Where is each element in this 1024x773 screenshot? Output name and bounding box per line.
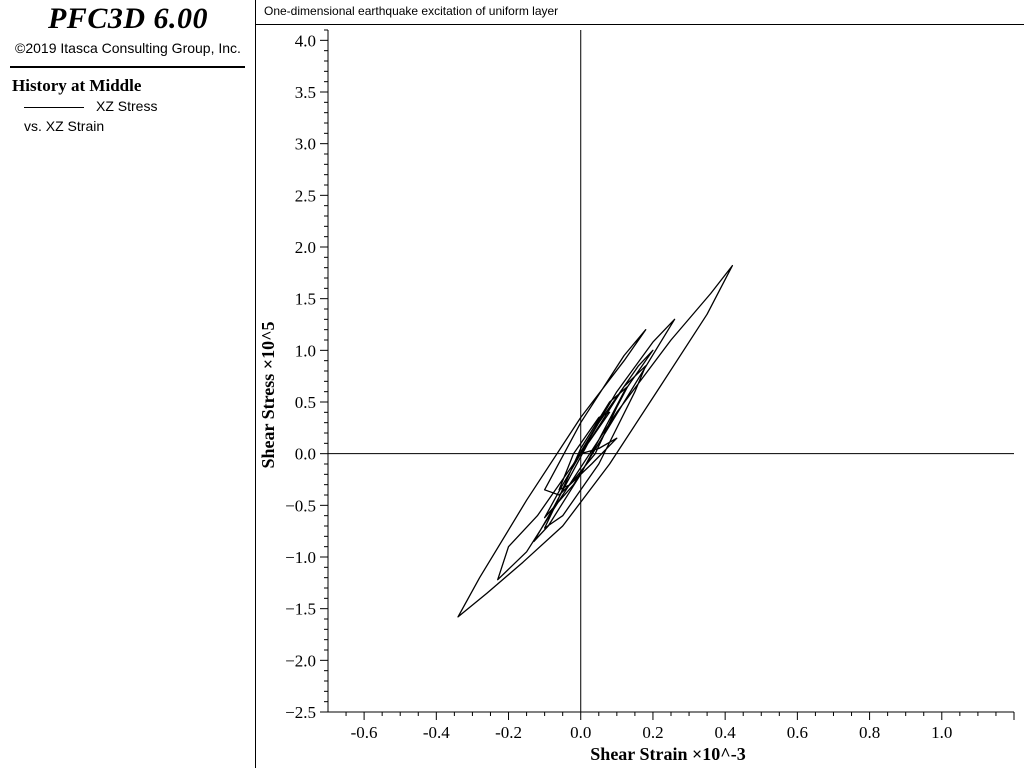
ticks-layer [320,29,1015,720]
x-tick-label: -0.4 [423,723,450,742]
x-tick-label: 0.8 [859,723,880,742]
legend-line-sample [24,107,84,108]
plot-title: One-dimensional earthquake excitation of… [264,4,559,18]
chart-svg: −2.5 −2.0 −1.5 −1.0 −0.5 0.0 0.5 1.0 1.5 2.0 2.5 3.… [258,29,1015,764]
x-axis-label: Shear Strain ×10^-3 [590,744,745,764]
y-tick-label: −2.5 [285,703,316,722]
legend-entry-label: XZ Stress [96,98,158,114]
app-title: PFC3D 6.00 [47,2,208,35]
x-tick-label: -0.2 [495,723,522,742]
x-tick-label: -0.6 [351,723,378,742]
chart-area: −2.5 −2.0 −1.5 −1.0 −0.5 0.0 0.5 1.0 1.5 2.0 2.5 3.… [256,25,1024,768]
x-tick-label: 0.2 [642,723,663,742]
y-tick-label: 1.5 [295,290,316,309]
legend-entry-sub: vs. XZ Strain [24,118,105,134]
y-tick-label: 2.5 [295,186,316,205]
x-tick-label: 0.6 [787,723,808,742]
y-tick-label: −1.0 [285,548,316,567]
y-axis-label: Shear Stress ×10^5 [258,321,278,468]
y-tick-label: 4.0 [295,31,316,50]
y-tick-label: −2.0 [285,651,316,670]
x-tick-label: 1.0 [931,723,952,742]
plot-title-bar: One-dimensional earthquake excitation of… [256,0,1024,25]
y-tick-label: 3.0 [295,135,316,154]
y-tick-label: 0.0 [295,445,316,464]
x-tick-label: 0.0 [570,723,591,742]
legend-heading: History at Middle [12,76,142,95]
y-tick-label: 3.5 [295,83,316,102]
series-layer [457,264,734,618]
y-tick-label: −1.5 [285,600,316,619]
legend-divider [10,66,245,68]
tick-labels-layer: −2.5 −2.0 −1.5 −1.0 −0.5 0.0 0.5 1.0 1.5 2.0 2.5 3.… [285,31,952,742]
x-tick-label: 0.4 [715,723,737,742]
y-tick-label: −0.5 [285,496,316,515]
y-tick-label: 0.5 [295,393,316,412]
legend-panel: PFC3D 6.00 ©2019 Itasca Consulting Group… [0,0,256,768]
y-tick-label: 2.0 [295,238,316,257]
series-line-xz-stress [457,264,734,618]
copyright-text: ©2019 Itasca Consulting Group, Inc. [15,40,241,56]
y-tick-label: 1.0 [295,341,316,360]
